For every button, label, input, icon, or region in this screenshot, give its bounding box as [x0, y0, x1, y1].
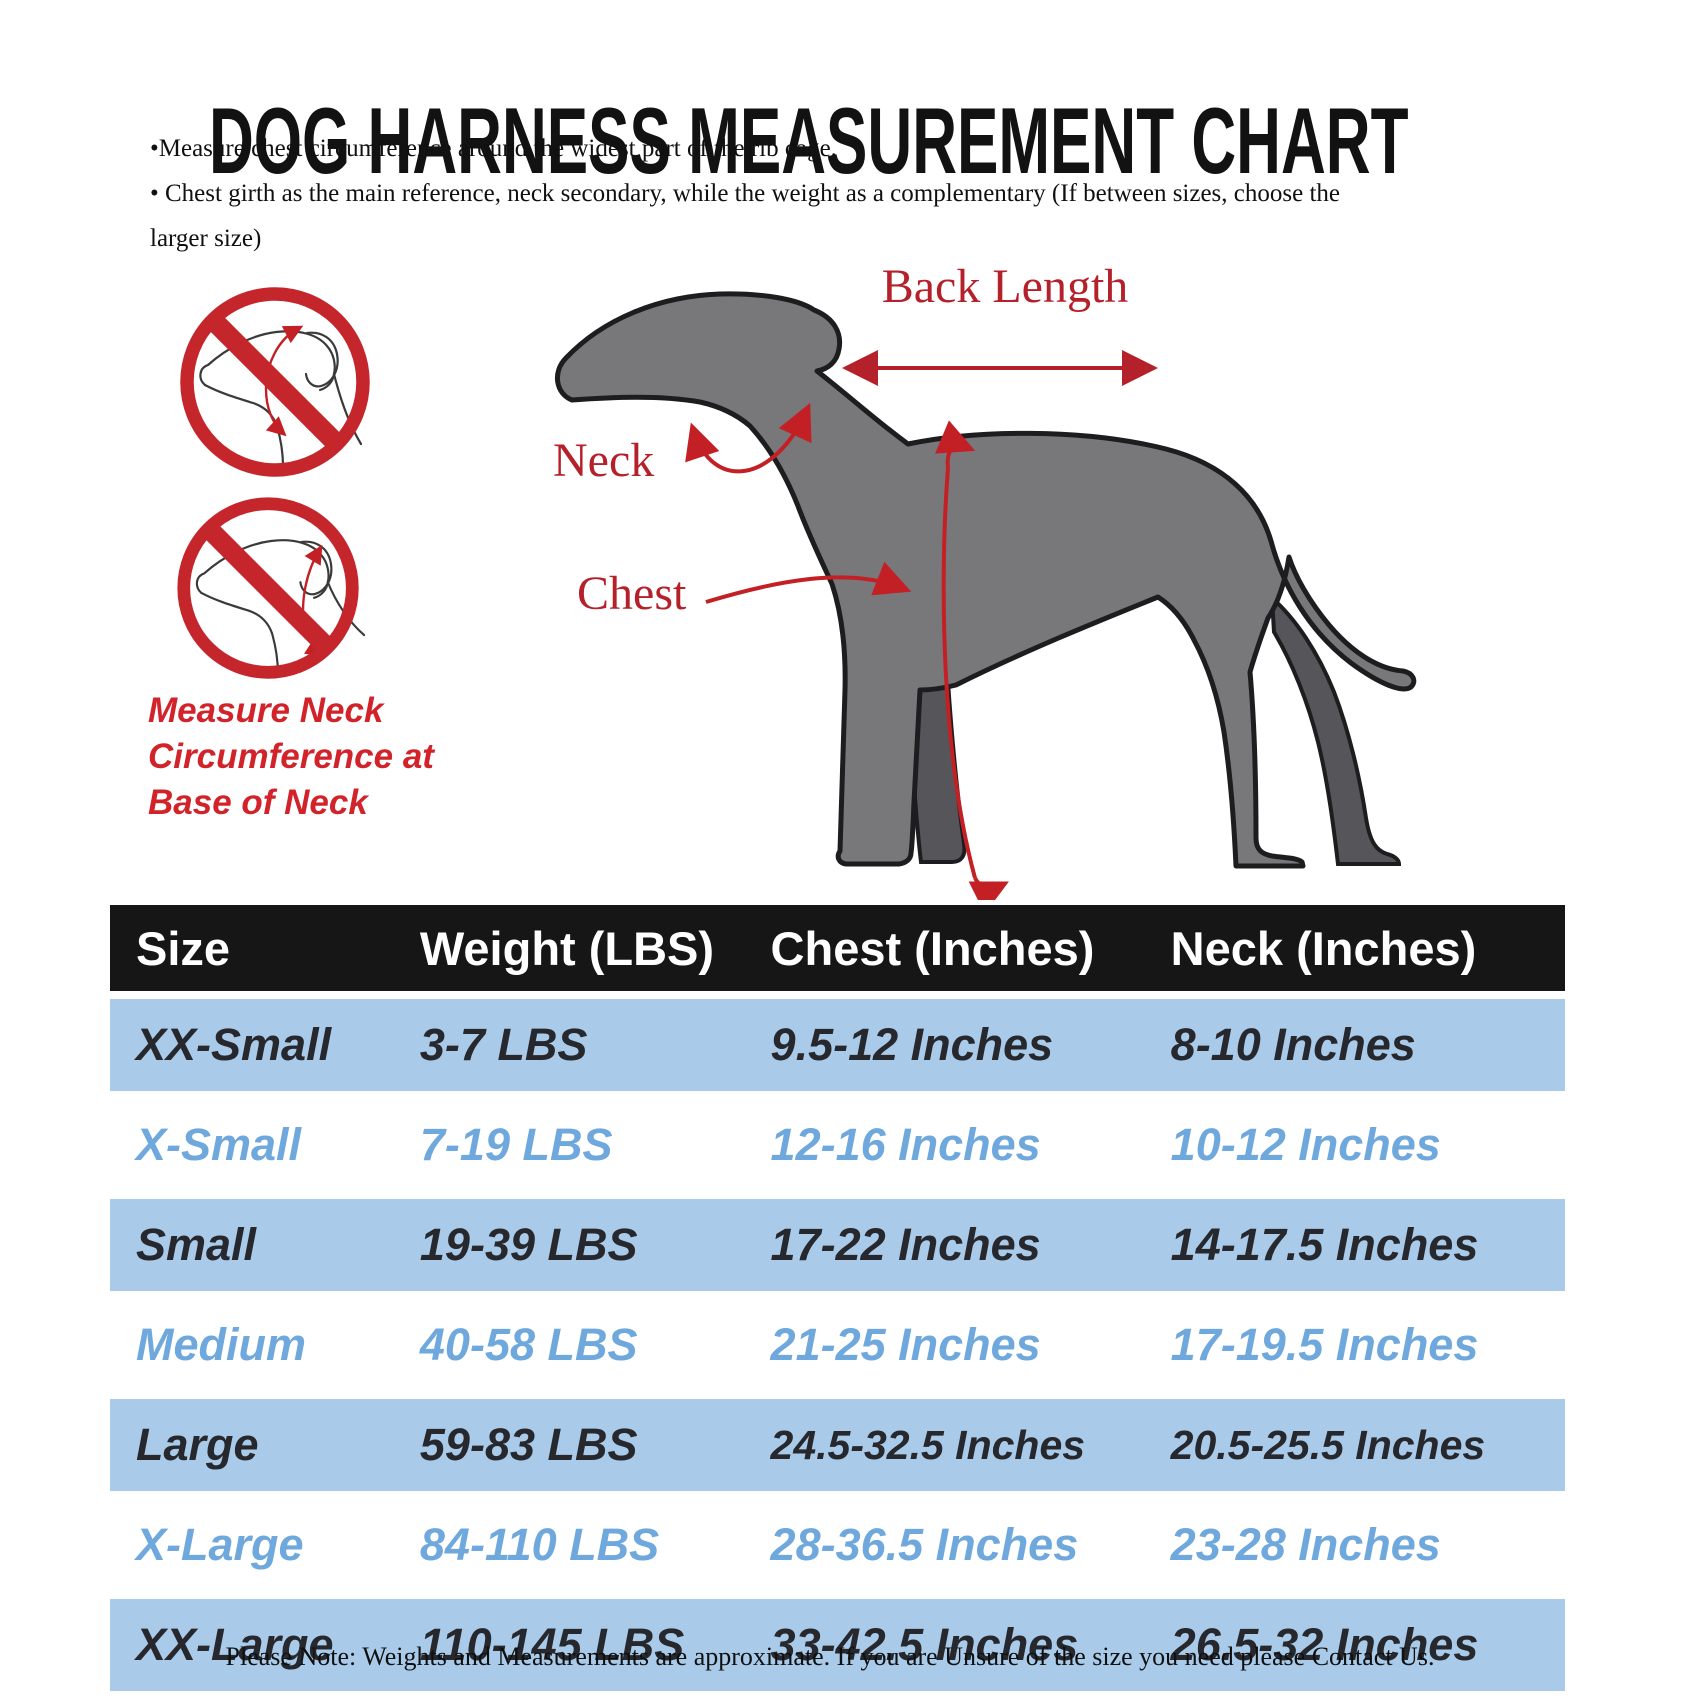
cell-chest: 24.5-32.5 Inches: [770, 1421, 1086, 1468]
bullet-line: • Chest girth as the main reference, nec…: [150, 180, 1341, 207]
size-table: Size Weight (LBS) Chest (Inches) Neck (I…: [110, 905, 1565, 1699]
col-header-neck: Neck (Inches): [1170, 921, 1477, 975]
table-row: Large 59-83 LBS 24.5-32.5 Inches 20.5-25…: [110, 1391, 1565, 1499]
no-high-neck-measurement-icon: [177, 497, 366, 679]
cell-size: XX-Large: [136, 1619, 334, 1670]
prohibition-ring: [180, 287, 370, 477]
table-row: X-Large 84-110 LBS 28-36.5 Inches 23-28 …: [110, 1499, 1565, 1591]
instruction-bullets: •Measure chest circumference around the …: [150, 126, 1610, 261]
footnote: Please Note: Weights and Measurements ar…: [225, 1642, 1435, 1671]
prohibition-slash: [202, 522, 334, 654]
col-header-size: Size: [136, 921, 231, 975]
bullet-line: •Measure chest circumference around the …: [150, 135, 837, 162]
cell-size: X-Large: [136, 1519, 304, 1570]
measuring-tape-line: [264, 325, 304, 437]
cell-chest: 17-22 Inches: [770, 1219, 1041, 1270]
table-row: XX-Large 110-145 LBS 33-42.5 Inches 26.5…: [110, 1591, 1565, 1699]
cell-chest: 33-42.5 Inches: [770, 1619, 1079, 1670]
cell-weight: 59-83 LBS: [419, 1419, 638, 1470]
cell-weight: 19-39 LBS: [419, 1219, 638, 1270]
prohibition-slash: [206, 313, 344, 451]
cell-chest: 9.5-12 Inches: [770, 1019, 1054, 1070]
col-header-chest: Chest (Inches): [770, 921, 1095, 975]
cell-size: Medium: [136, 1319, 307, 1370]
table-row: XX-Small 3-7 LBS 9.5-12 Inches 8-10 Inch…: [110, 991, 1565, 1099]
chest-girth-arc: [941, 467, 977, 879]
cell-neck: 14-17.5 Inches: [1170, 1219, 1479, 1270]
neck-label: Neck: [553, 434, 655, 487]
cell-chest: 12-16 Inches: [770, 1119, 1041, 1170]
neck-girth-arc: [685, 402, 812, 474]
back-length-label: Back Length: [881, 260, 1129, 313]
chest-girth-top-curl: [935, 420, 976, 469]
cell-neck: 20.5-25.5 Inches: [1170, 1421, 1486, 1468]
page-title: DOG HARNESS MEASUREMENT CHART: [209, 87, 1409, 193]
dog-diagram: [555, 291, 1417, 900]
cell-weight: 7-19 LBS: [419, 1119, 613, 1170]
cell-neck: 26.5-32 Inches: [1170, 1619, 1479, 1670]
cell-weight: 110-145 LBS: [419, 1619, 685, 1670]
bullet-line: larger size): [150, 225, 262, 252]
cell-neck: 17-19.5 Inches: [1170, 1319, 1479, 1370]
chest-girth-bottom-curl: [968, 876, 1009, 900]
neck-measure-note: Measure Neck Circumference at Base of Ne…: [148, 691, 434, 822]
cell-chest: 21-25 Inches: [770, 1319, 1041, 1370]
cell-size: XX-Small: [136, 1019, 332, 1070]
cell-chest: 28-36.5 Inches: [770, 1519, 1079, 1570]
col-header-weight: Weight (LBS): [419, 921, 715, 975]
table-row: Medium 40-58 LBS 21-25 Inches 17-19.5 In…: [110, 1299, 1565, 1391]
cell-size: Small: [136, 1219, 257, 1270]
chest-label: Chest: [577, 567, 687, 620]
prohibition-ring: [177, 497, 359, 679]
table-header-row: Size Weight (LBS) Chest (Inches) Neck (I…: [110, 905, 1565, 991]
cell-size: X-Small: [136, 1119, 302, 1170]
cell-weight: 3-7 LBS: [419, 1019, 588, 1070]
table-row: X-Small 7-19 LBS 12-16 Inches 10-12 Inch…: [110, 1099, 1565, 1191]
cell-size: Large: [136, 1419, 259, 1470]
measurement-annotations: [685, 350, 1158, 900]
chest-pointer-arrow: [705, 561, 912, 604]
cell-neck: 10-12 Inches: [1170, 1119, 1441, 1170]
cell-neck: 23-28 Inches: [1170, 1519, 1441, 1570]
cell-weight: 40-58 LBS: [419, 1319, 638, 1370]
no-head-measurement-icon: [180, 287, 370, 477]
dog-head-sketch: [199, 330, 363, 468]
far-rear-leg: [1269, 593, 1402, 866]
cell-weight: 84-110 LBS: [419, 1519, 660, 1570]
cell-neck: 8-10 Inches: [1170, 1019, 1416, 1070]
table-row: Small 19-39 LBS 17-22 Inches 14-17.5 Inc…: [110, 1191, 1565, 1299]
